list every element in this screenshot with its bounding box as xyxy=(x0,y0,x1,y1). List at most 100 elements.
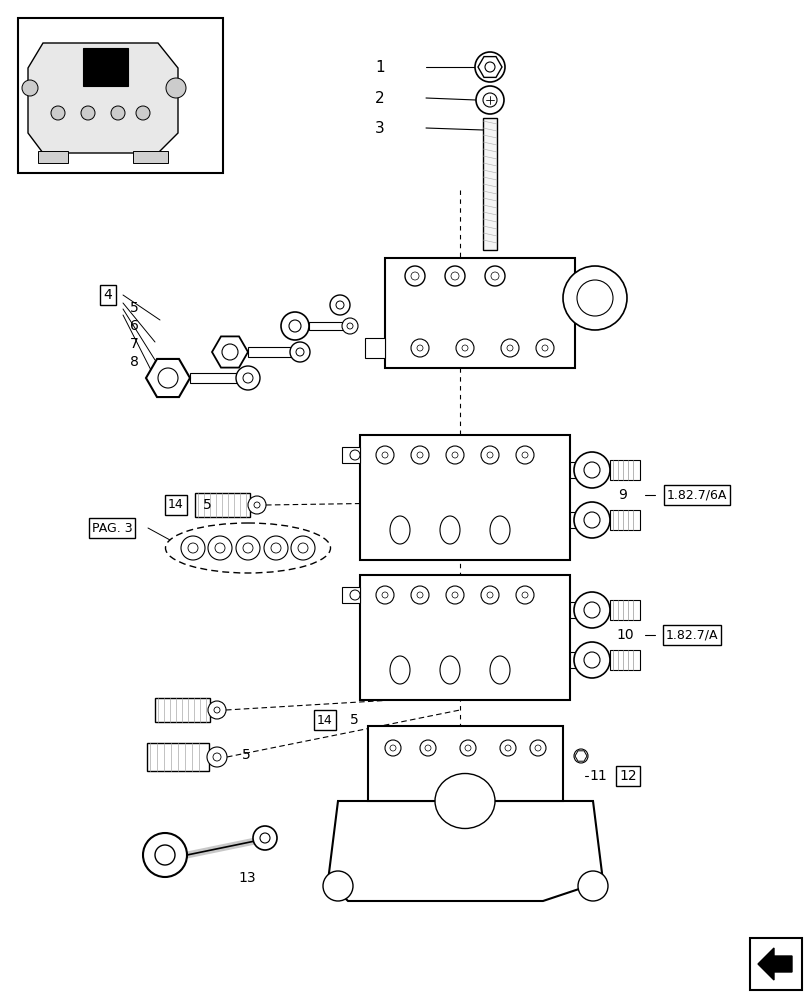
Circle shape xyxy=(583,602,599,618)
Bar xyxy=(195,493,250,517)
Circle shape xyxy=(208,701,225,719)
Text: 7: 7 xyxy=(130,337,139,351)
Polygon shape xyxy=(757,948,791,980)
Circle shape xyxy=(417,592,423,598)
Bar xyxy=(359,575,569,700)
Circle shape xyxy=(207,747,227,767)
Circle shape xyxy=(215,543,225,553)
Circle shape xyxy=(573,452,609,488)
Circle shape xyxy=(236,536,260,560)
Circle shape xyxy=(417,452,423,458)
Circle shape xyxy=(530,740,545,756)
Ellipse shape xyxy=(389,516,410,544)
Text: 8: 8 xyxy=(130,355,139,369)
Text: 5: 5 xyxy=(242,748,251,762)
Circle shape xyxy=(410,586,428,604)
Circle shape xyxy=(214,707,220,713)
Circle shape xyxy=(242,543,253,553)
Circle shape xyxy=(504,745,510,751)
Circle shape xyxy=(541,345,547,351)
Circle shape xyxy=(417,345,423,351)
Bar xyxy=(83,48,128,86)
Circle shape xyxy=(188,543,198,553)
Ellipse shape xyxy=(440,656,460,684)
Circle shape xyxy=(346,323,353,329)
Text: 5: 5 xyxy=(350,713,358,727)
Circle shape xyxy=(111,106,125,120)
Circle shape xyxy=(81,106,95,120)
Circle shape xyxy=(461,345,467,351)
Circle shape xyxy=(350,590,359,600)
Text: 1.82.7/A: 1.82.7/A xyxy=(665,629,718,642)
Bar xyxy=(609,650,639,670)
Text: 12: 12 xyxy=(619,769,636,783)
Bar xyxy=(309,322,344,330)
Circle shape xyxy=(389,745,396,751)
Text: 4: 4 xyxy=(104,288,112,302)
Circle shape xyxy=(500,339,518,357)
Text: 9: 9 xyxy=(617,488,626,502)
Circle shape xyxy=(480,446,499,464)
Circle shape xyxy=(484,62,495,72)
Circle shape xyxy=(381,452,388,458)
Circle shape xyxy=(242,373,253,383)
Polygon shape xyxy=(38,151,68,163)
Circle shape xyxy=(221,344,238,360)
Circle shape xyxy=(500,740,515,756)
Circle shape xyxy=(143,833,187,877)
Text: 5: 5 xyxy=(130,301,139,315)
Bar xyxy=(190,373,240,383)
Circle shape xyxy=(247,496,266,514)
Circle shape xyxy=(583,652,599,668)
Circle shape xyxy=(384,740,401,756)
Circle shape xyxy=(410,272,418,280)
Circle shape xyxy=(290,342,310,362)
Circle shape xyxy=(298,543,307,553)
Circle shape xyxy=(208,536,232,560)
Circle shape xyxy=(452,452,457,458)
Polygon shape xyxy=(133,151,168,163)
Circle shape xyxy=(487,592,492,598)
Circle shape xyxy=(583,462,599,478)
Circle shape xyxy=(381,592,388,598)
Polygon shape xyxy=(328,801,603,901)
Ellipse shape xyxy=(435,773,495,828)
Circle shape xyxy=(341,318,358,334)
Circle shape xyxy=(491,272,499,280)
Circle shape xyxy=(487,452,492,458)
Bar xyxy=(569,652,591,668)
Circle shape xyxy=(375,446,393,464)
Text: 6: 6 xyxy=(130,319,139,333)
Circle shape xyxy=(480,586,499,604)
Bar xyxy=(341,587,359,603)
Ellipse shape xyxy=(389,656,410,684)
Circle shape xyxy=(323,871,353,901)
Circle shape xyxy=(155,845,175,865)
Circle shape xyxy=(535,339,553,357)
Circle shape xyxy=(515,586,534,604)
Circle shape xyxy=(135,106,150,120)
Circle shape xyxy=(236,366,260,390)
Circle shape xyxy=(419,740,436,756)
Circle shape xyxy=(452,592,457,598)
Text: 10: 10 xyxy=(616,628,633,642)
Bar xyxy=(569,462,591,478)
Circle shape xyxy=(562,266,626,330)
Bar xyxy=(749,938,801,990)
Circle shape xyxy=(405,266,424,286)
Circle shape xyxy=(336,301,344,309)
Circle shape xyxy=(445,446,463,464)
Circle shape xyxy=(573,749,587,763)
Bar xyxy=(359,435,569,560)
Bar xyxy=(367,726,562,801)
Bar xyxy=(247,347,293,357)
Circle shape xyxy=(289,320,301,332)
Text: 5: 5 xyxy=(203,498,212,512)
Circle shape xyxy=(410,339,428,357)
Circle shape xyxy=(573,642,609,678)
Circle shape xyxy=(290,536,315,560)
Circle shape xyxy=(281,312,309,340)
Bar xyxy=(18,18,223,173)
Circle shape xyxy=(260,833,270,843)
Polygon shape xyxy=(212,336,247,368)
